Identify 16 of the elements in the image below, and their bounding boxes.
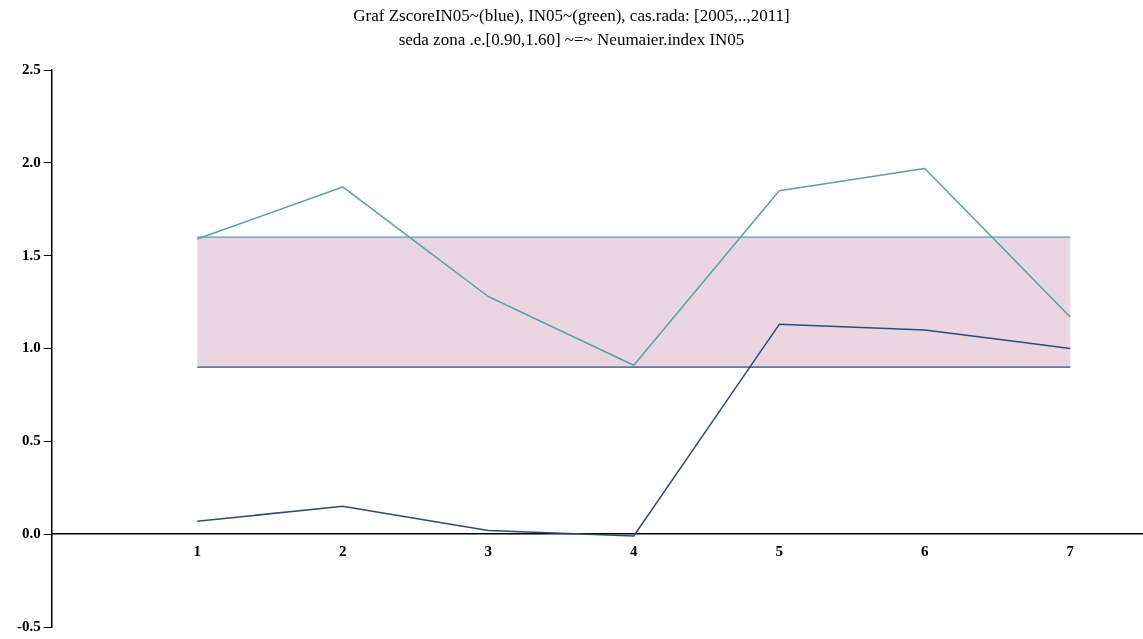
x-tick-label: 4 [630,543,638,560]
y-tick-label: 2.0 [22,153,41,170]
x-tick-label: 1 [193,543,201,560]
y-tick-label: 0.0 [22,525,41,542]
x-tick-label: 7 [1066,543,1075,560]
x-tick-label: 3 [484,543,492,560]
y-tick-label: 0.5 [22,432,41,449]
chart-title: Graf ZscoreIN05~(blue), IN05~(green), cas.rada: [2005,..,2011] [352,5,791,27]
x-tick-label: 6 [921,543,929,560]
y-tick-label: -0.5 [17,617,41,634]
y-tick-label: 1.0 [22,339,41,356]
x-tick-label: 5 [775,543,783,560]
chart-subtitle: seda zona .e.[0.90,1.60] ~=~ Neumaier.index IN05 [397,29,746,51]
y-tick-label: 1.5 [22,246,41,263]
x-tick-label: 2 [339,543,347,560]
y-tick-label: 2.5 [22,60,41,77]
